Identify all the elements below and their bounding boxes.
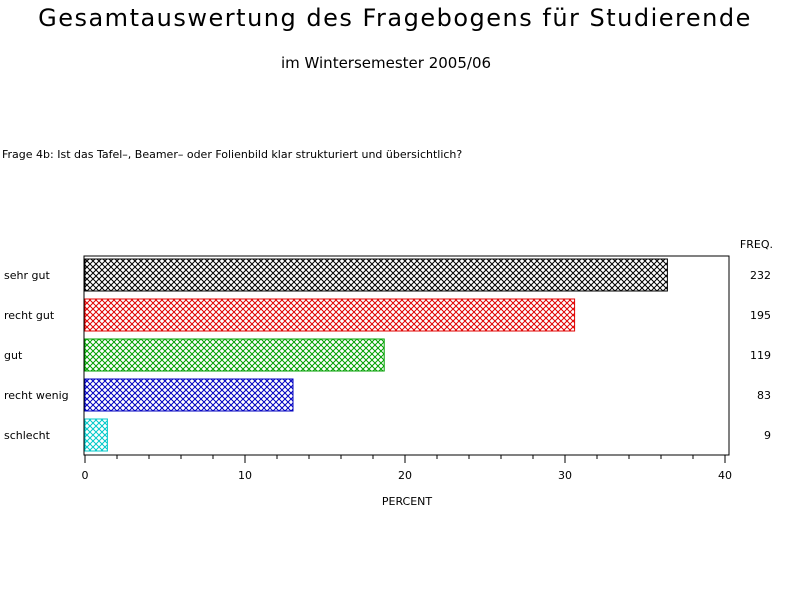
bar-recht-wenig — [84, 378, 294, 412]
freq-value: 9 — [764, 429, 771, 442]
x-tick-label: 30 — [558, 469, 572, 482]
x-tick-label: 40 — [718, 469, 732, 482]
category-label: recht wenig — [4, 389, 69, 402]
freq-value: 83 — [757, 389, 771, 402]
bar-sehr-gut — [84, 258, 668, 292]
x-tick-label: 20 — [398, 469, 412, 482]
x-axis-label: PERCENT — [382, 495, 433, 508]
x-tick-label: 0 — [82, 469, 89, 482]
category-label: schlecht — [4, 429, 51, 442]
bar-recht-gut — [84, 298, 576, 332]
bar-schlecht — [84, 418, 108, 452]
category-label: sehr gut — [4, 269, 50, 282]
freq-value: 232 — [750, 269, 771, 282]
bar-gut — [84, 338, 385, 372]
question-text: Frage 4b: Ist das Tafel–, Beamer– oder F… — [2, 148, 463, 161]
category-label: recht gut — [4, 309, 55, 322]
x-tick-label: 10 — [238, 469, 252, 482]
freq-value: 119 — [750, 349, 771, 362]
category-label: gut — [4, 349, 23, 362]
freq-header: FREQ. — [740, 238, 773, 251]
page-subtitle: im Wintersemester 2005/06 — [280, 54, 492, 72]
page-title: Gesamtauswertung des Fragebogens für Stu… — [38, 4, 752, 32]
freq-value: 195 — [750, 309, 771, 322]
